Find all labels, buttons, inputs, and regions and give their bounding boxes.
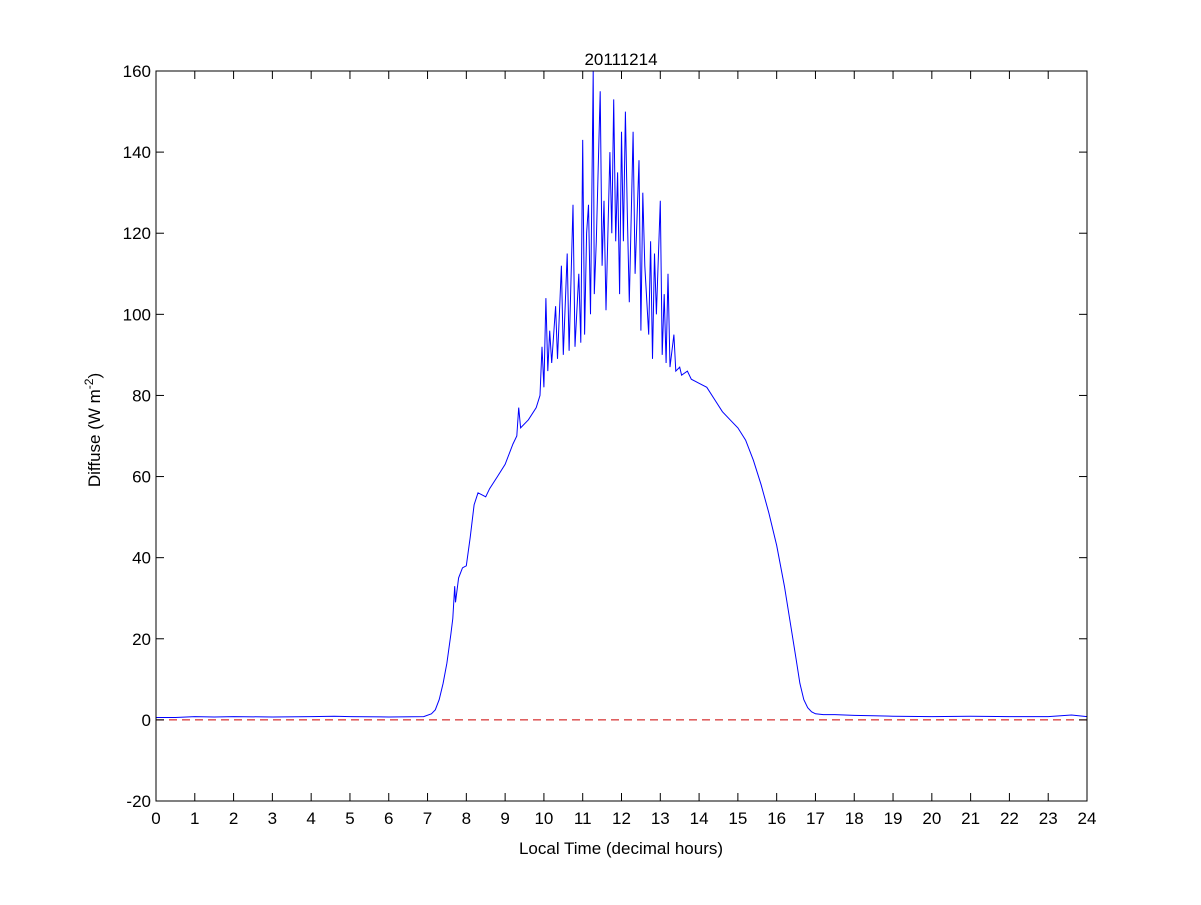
x-tick-label: 19 xyxy=(884,809,903,828)
y-tick-label: 160 xyxy=(123,62,151,81)
x-tick-label: 5 xyxy=(345,809,354,828)
x-tick-label: 22 xyxy=(1000,809,1019,828)
x-tick-label: 9 xyxy=(500,809,509,828)
y-tick-label: 60 xyxy=(132,468,151,487)
x-tick-label: 10 xyxy=(534,809,553,828)
y-tick-label: 40 xyxy=(132,549,151,568)
series-line-diffuse xyxy=(156,70,1088,718)
x-tick-label: 0 xyxy=(151,809,160,828)
y-tick-label: 120 xyxy=(123,224,151,243)
y-axis-label-sup: -2 xyxy=(82,378,96,389)
x-tick-label: 6 xyxy=(384,809,393,828)
x-tick-label: 24 xyxy=(1078,809,1097,828)
y-tick-label: -20 xyxy=(126,792,151,811)
x-tick-label: 23 xyxy=(1039,809,1058,828)
x-tick-label: 17 xyxy=(806,809,825,828)
x-tick-label: 2 xyxy=(229,809,238,828)
x-tick-label: 15 xyxy=(728,809,747,828)
x-tick-label: 21 xyxy=(961,809,980,828)
x-tick-label: 8 xyxy=(462,809,471,828)
chart-title: 20111214 xyxy=(584,50,657,69)
y-tick-label: 100 xyxy=(123,305,151,324)
y-axis-label-end: ) xyxy=(85,373,104,379)
x-tick-label: 4 xyxy=(306,809,315,828)
x-tick-label: 14 xyxy=(690,809,709,828)
x-tick-label: 13 xyxy=(651,809,670,828)
x-tick-label: 20 xyxy=(922,809,941,828)
y-axis-label: Diffuse (W m-2) xyxy=(82,373,104,487)
y-tick-label: 140 xyxy=(123,143,151,162)
x-tick-label: 18 xyxy=(845,809,864,828)
x-tick-label: 11 xyxy=(574,809,592,828)
y-tick-label: 20 xyxy=(132,630,151,649)
y-axis-label-base: Diffuse (W m xyxy=(85,389,104,487)
x-tick-label: 16 xyxy=(767,809,786,828)
y-tick-label: 80 xyxy=(132,386,151,405)
x-tick-label: 3 xyxy=(268,809,277,828)
x-tick-label: 1 xyxy=(190,809,199,828)
y-tick-label: 0 xyxy=(142,711,151,730)
x-tick-label: 7 xyxy=(423,809,432,828)
x-tick-label: 12 xyxy=(612,809,631,828)
x-axis-label: Local Time (decimal hours) xyxy=(519,839,723,858)
